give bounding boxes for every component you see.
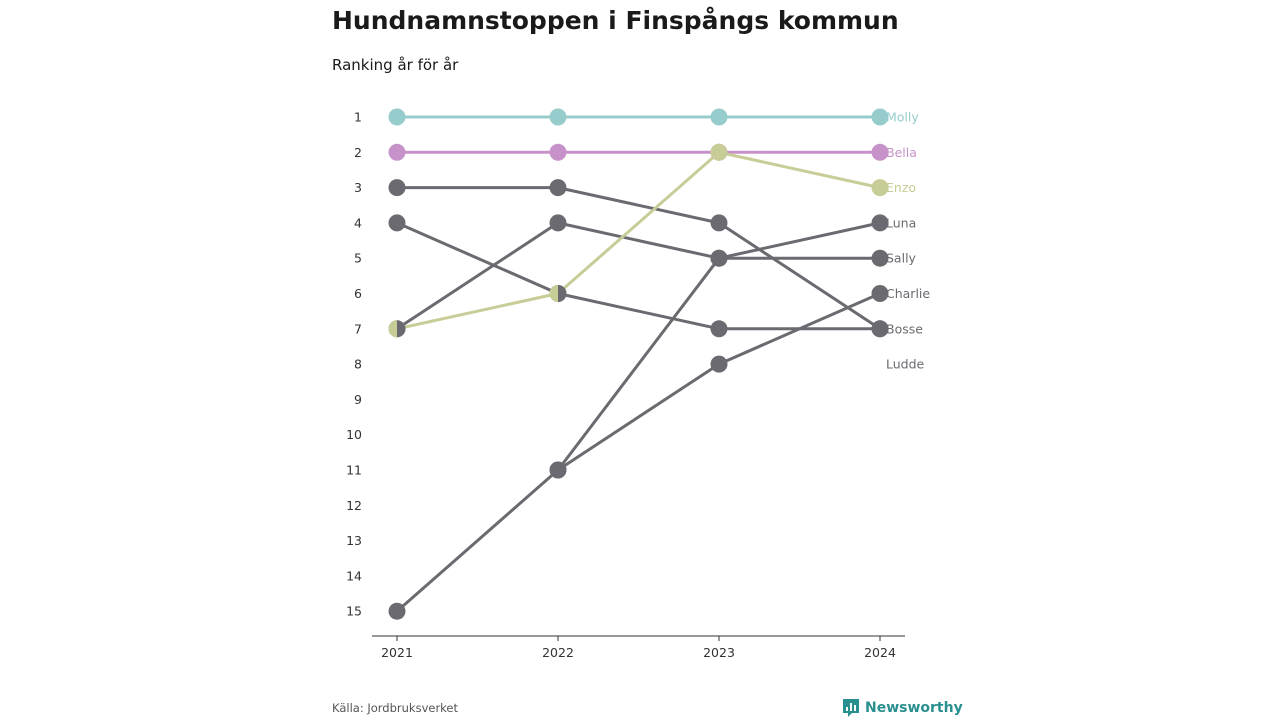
chart-subtitle: Ranking år för år (332, 56, 459, 74)
y-tick-label: 11 (346, 463, 362, 478)
data-point-bosse (388, 179, 406, 197)
source-note: Källa: Jordbruksverket (332, 701, 459, 715)
end-label-luna: Luna (886, 215, 916, 230)
split-point-ludde (558, 285, 567, 302)
end-label-molly: Molly (886, 110, 919, 125)
series-line-charlie (557, 292, 881, 472)
data-point-molly (871, 108, 889, 126)
data-point-charlie (710, 355, 728, 373)
data-point-ludde (871, 320, 889, 338)
data-point-bosse (710, 214, 728, 232)
x-tick-label: 2024 (864, 645, 896, 660)
data-point-bella (871, 143, 889, 161)
y-tick-label: 5 (354, 251, 362, 266)
chart-title: Hundnamnstoppen i Finspångs kommun (332, 6, 899, 35)
series-line-ludde (396, 221, 880, 331)
x-tick-label: 2023 (703, 645, 735, 660)
y-tick-label: 1 (354, 110, 362, 125)
brand-name: Newsworthy (865, 700, 963, 716)
split-point-enzo (549, 285, 558, 302)
y-tick-label: 13 (346, 533, 362, 548)
end-label-bella: Bella (886, 145, 917, 160)
split-point-luna (397, 320, 406, 338)
data-point-molly (549, 108, 567, 126)
series-lines (396, 115, 881, 613)
y-tick-label: 10 (346, 427, 362, 442)
data-point-enzo (871, 179, 889, 197)
y-tick-label: 7 (354, 321, 362, 336)
data-point-molly (388, 108, 406, 126)
brand-logo: Newsworthy (842, 698, 963, 718)
data-point-bella (388, 143, 406, 161)
data-point-enzo (710, 143, 728, 161)
series-line-enzo (396, 150, 881, 331)
data-point-ludde (710, 320, 728, 338)
end-label-charlie: Charlie (886, 286, 930, 301)
end-labels: Molly Bella Enzo Luna Sally Charlie Bosse Ludde (886, 110, 930, 372)
data-point-sally (871, 249, 889, 267)
data-point-sally (710, 249, 728, 267)
y-tick-label: 2 (354, 145, 362, 160)
series-line-bosse (397, 186, 881, 331)
data-point-sally (388, 602, 406, 620)
y-tick-label: 8 (354, 357, 362, 372)
data-point-charlie (549, 461, 567, 479)
y-tick-label: 15 (346, 604, 362, 619)
series-points (388, 108, 889, 620)
end-label-sally: Sally (886, 251, 917, 266)
y-tick-label: 9 (354, 392, 362, 407)
data-point-luna (871, 214, 889, 232)
x-tick-label: 2021 (381, 645, 413, 660)
series-line-luna (396, 221, 881, 331)
data-point-molly (710, 108, 728, 126)
data-point-charlie (871, 285, 889, 302)
end-label-bosse: Bosse (886, 321, 923, 336)
data-point-bosse (549, 179, 567, 197)
x-axis: 2021 2022 2023 2024 (372, 635, 905, 660)
y-tick-label: 6 (354, 286, 362, 301)
split-point-enzo (388, 320, 397, 338)
y-tick-label: 3 (354, 180, 362, 195)
y-tick-label: 14 (346, 568, 362, 583)
bar-chart-logo-icon (843, 699, 859, 717)
y-tick-label: 12 (346, 498, 362, 513)
end-label-enzo: Enzo (886, 180, 916, 195)
y-tick-label: 4 (354, 215, 362, 230)
x-tick-label: 2022 (542, 645, 574, 660)
data-point-bella (549, 143, 567, 161)
end-label-ludde: Ludde (886, 357, 925, 372)
data-point-luna (549, 214, 567, 232)
series-line-sally (396, 256, 880, 613)
data-point-ludde (388, 214, 406, 232)
